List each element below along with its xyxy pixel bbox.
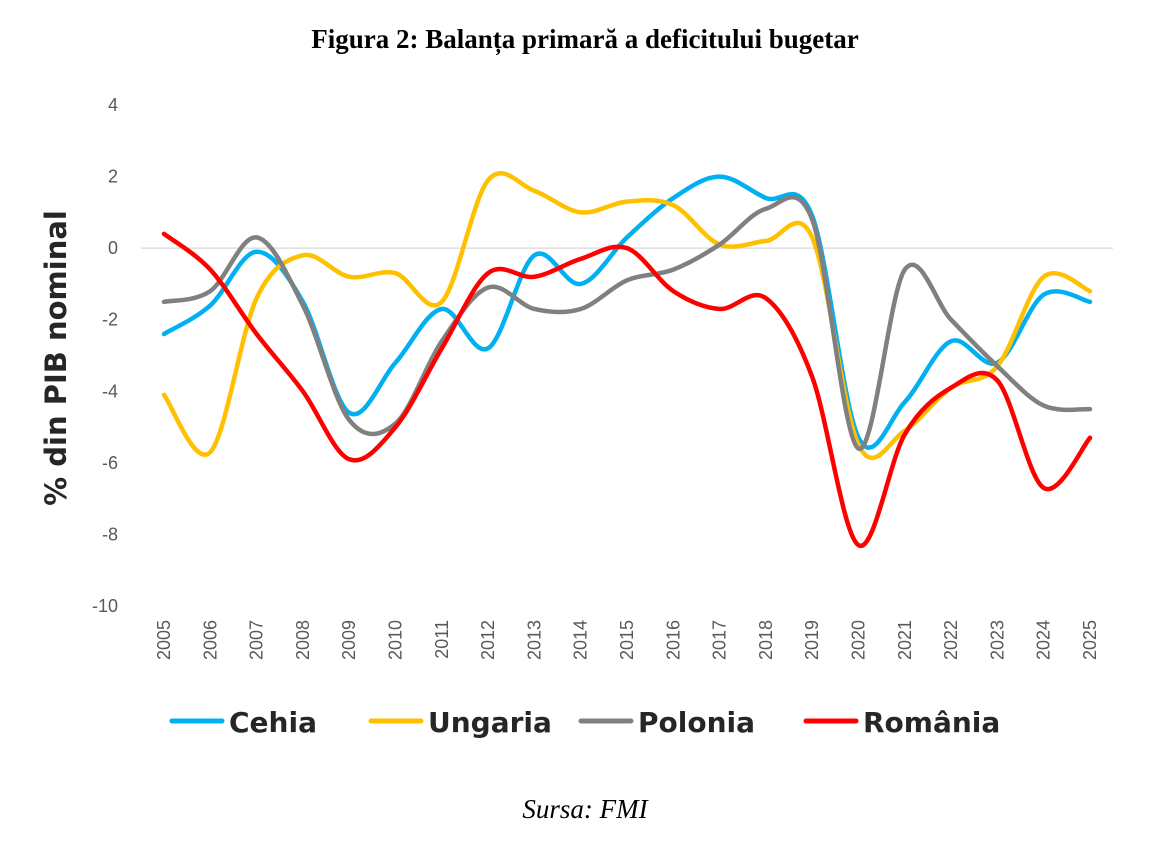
x-tick-label: 2015 <box>617 620 637 660</box>
y-tick-label: 0 <box>108 238 118 258</box>
legend-item: Cehia <box>169 706 317 739</box>
x-tick-label: 2013 <box>524 620 544 660</box>
y-axis-label: % din PIB nominal <box>39 210 73 506</box>
legend-item: România <box>803 706 1000 739</box>
series-line <box>161 171 1093 461</box>
series-ungaria <box>161 171 1093 461</box>
y-tick-label: -6 <box>102 453 118 473</box>
series-line <box>161 174 1093 450</box>
x-tick-label: 2016 <box>663 620 683 660</box>
legend-item: Ungaria <box>368 706 552 739</box>
y-tick-label: 4 <box>108 95 118 115</box>
series-cehia <box>161 174 1093 450</box>
x-tick-label: 2012 <box>478 620 498 660</box>
x-tick-label: 2025 <box>1080 620 1100 660</box>
x-tick-label: 2022 <box>941 620 961 660</box>
x-tick-label: 2010 <box>386 620 406 660</box>
x-tick-label: 2020 <box>849 620 869 660</box>
x-tick-label: 2006 <box>200 620 220 660</box>
x-tick-label: 2017 <box>710 620 730 660</box>
x-tick-label: 2005 <box>154 620 174 660</box>
x-tick-label: 2007 <box>247 620 267 660</box>
legend-label: Ungaria <box>428 706 552 739</box>
x-tick-label: 2019 <box>802 620 822 660</box>
legend-label: Cehia <box>229 706 317 739</box>
x-tick-label: 2021 <box>895 620 915 660</box>
legend-label: Polonia <box>638 706 755 739</box>
y-tick-label: -8 <box>102 524 118 544</box>
x-tick-label: 2018 <box>756 620 776 660</box>
source-note: Sursa: FMI <box>522 794 649 824</box>
chart-title: Figura 2: Balanța primară a deficitului … <box>311 24 858 55</box>
y-tick-label: -4 <box>102 381 118 401</box>
x-tick-label: 2014 <box>571 620 591 660</box>
series-line <box>161 231 1093 548</box>
y-tick-label: -10 <box>92 596 118 616</box>
series-line <box>161 195 1093 451</box>
legend-label: România <box>863 706 1000 739</box>
y-tick-label: -2 <box>102 310 118 330</box>
y-tick-label: 2 <box>108 167 118 187</box>
series-polonia <box>161 195 1093 451</box>
legend-item: Polonia <box>578 706 755 739</box>
x-tick-label: 2011 <box>432 620 452 659</box>
series-românia <box>161 231 1093 548</box>
x-tick-label: 2023 <box>987 620 1007 660</box>
x-tick-label: 2009 <box>339 620 359 660</box>
x-tick-label: 2024 <box>1034 620 1054 660</box>
x-tick-label: 2008 <box>293 620 313 660</box>
